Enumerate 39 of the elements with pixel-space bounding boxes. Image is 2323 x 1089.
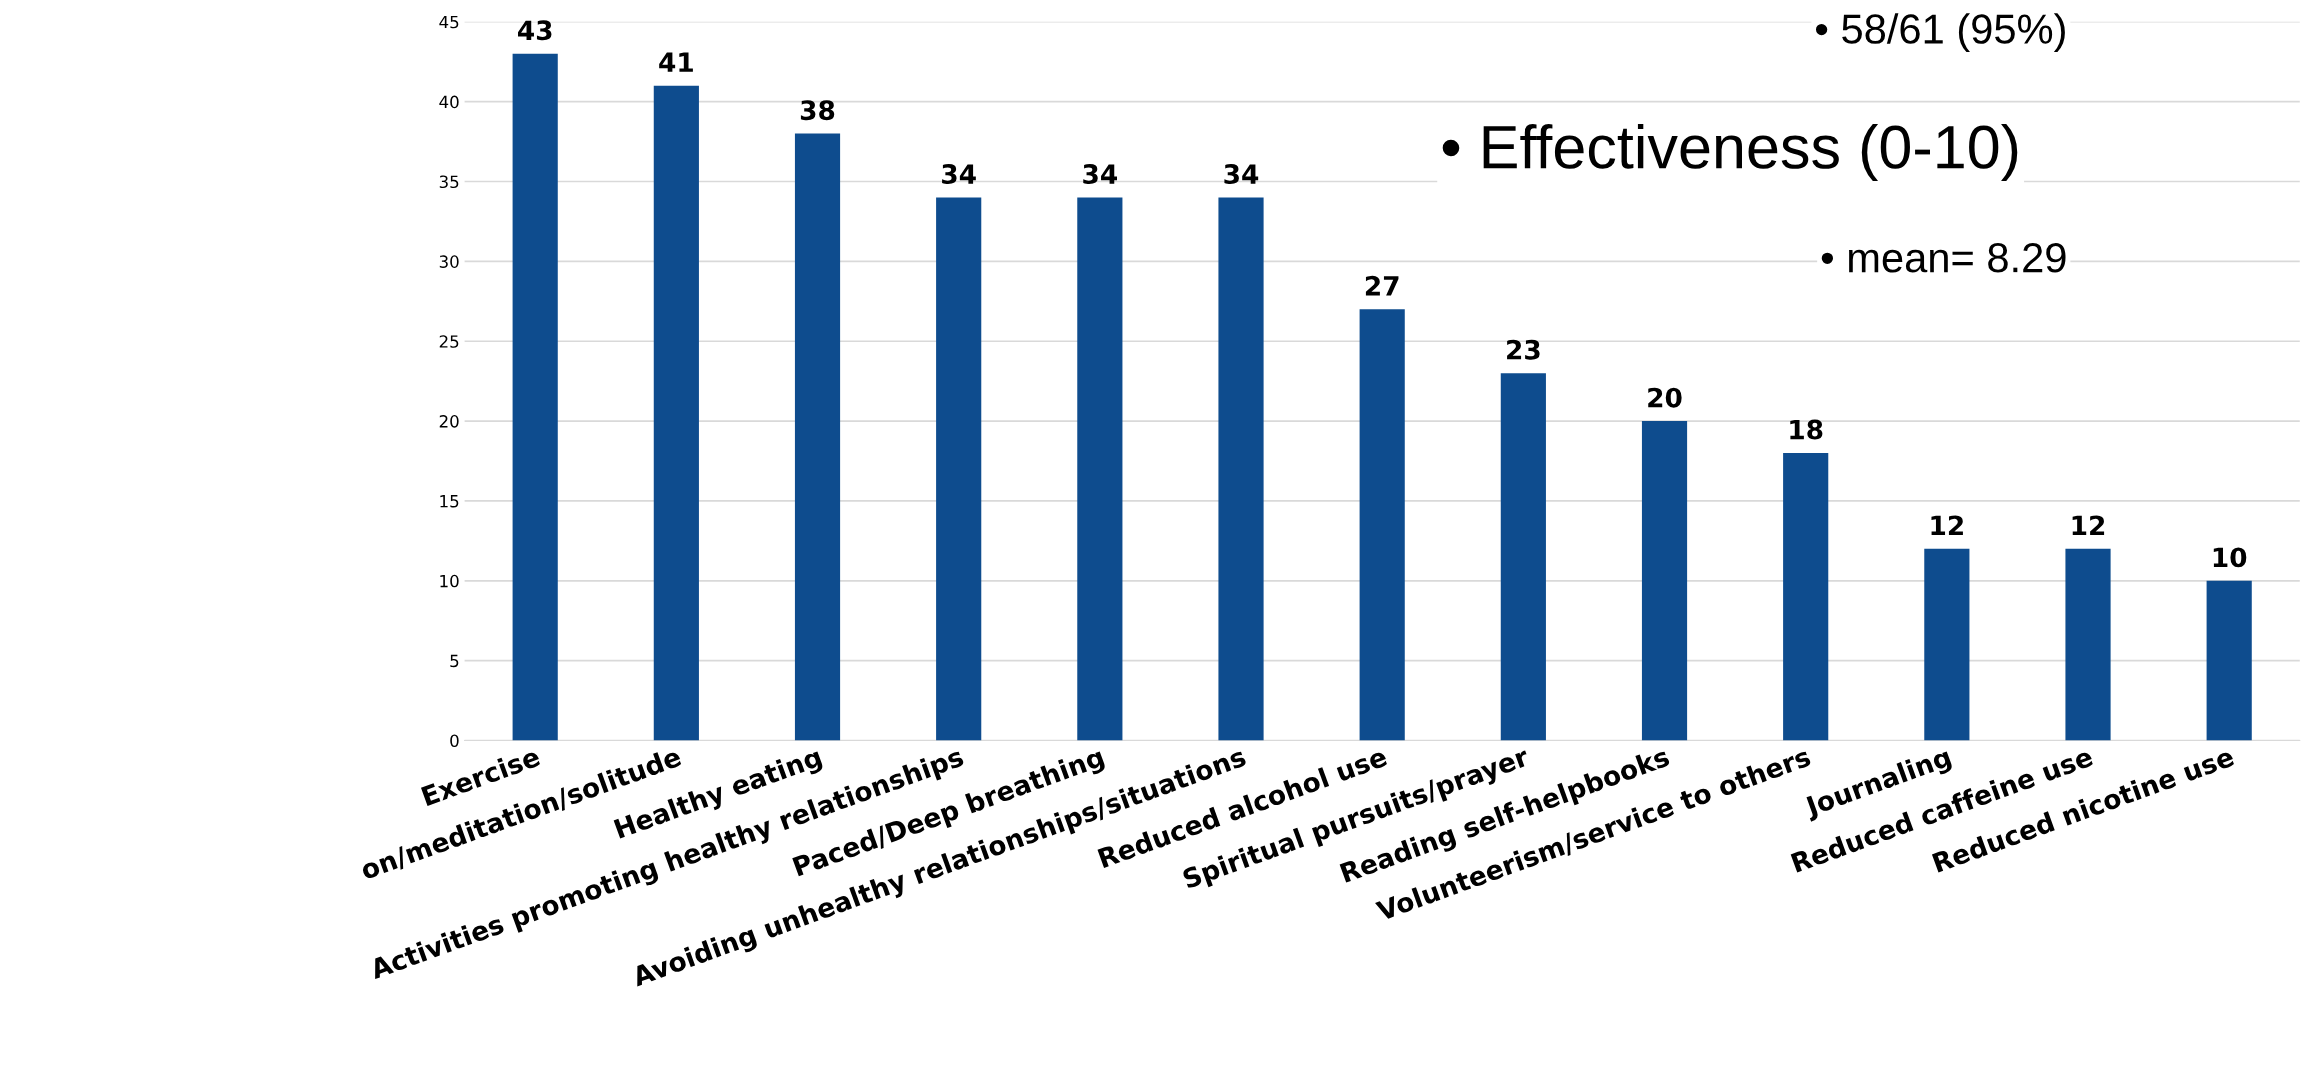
data-label: 10 [2213,547,2247,568]
bar [1359,309,1405,741]
bar [936,197,982,741]
data-label: 34 [1224,164,1259,185]
data-label: 34 [1083,164,1117,185]
data-label: 12 [1931,515,1963,536]
bar [1218,197,1264,741]
y-tick-label: 25 [439,335,459,348]
y-tick-label: 15 [440,495,459,508]
data-label: 38 [800,100,835,121]
annotation: • mean= 8.29 [1821,243,2066,273]
bar [1077,197,1123,741]
bar [794,133,841,741]
bar [2206,580,2252,741]
data-label: 34 [942,164,976,185]
data-label: 12 [2072,515,2105,536]
bar [512,53,558,741]
bar [2065,548,2111,741]
y-tick-label: 0 [450,734,459,748]
y-tick-label: 20 [439,415,459,428]
data-label: 43 [518,20,552,41]
annotation: • Effectiveness (0-10) [1442,123,2018,181]
data-label: 20 [1648,387,1682,408]
y-tick-label: 35 [439,175,459,189]
y-tick-label: 5 [450,654,459,668]
y-tick-label: 40 [439,95,459,109]
data-label: 41 [659,52,693,72]
bar [1500,373,1546,741]
y-tick-label: 45 [439,15,459,29]
bar [1783,453,1829,741]
y-tick-label: 10 [440,574,459,588]
y-tick-label: 30 [439,255,459,268]
data-label: 23 [1507,339,1540,360]
bar [1641,421,1688,741]
annotation: • 58/61 (95%) [1815,13,2065,53]
bar [1924,548,1970,741]
data-label: 18 [1790,419,1823,440]
data-label: 27 [1365,275,1399,296]
bar [653,85,699,741]
